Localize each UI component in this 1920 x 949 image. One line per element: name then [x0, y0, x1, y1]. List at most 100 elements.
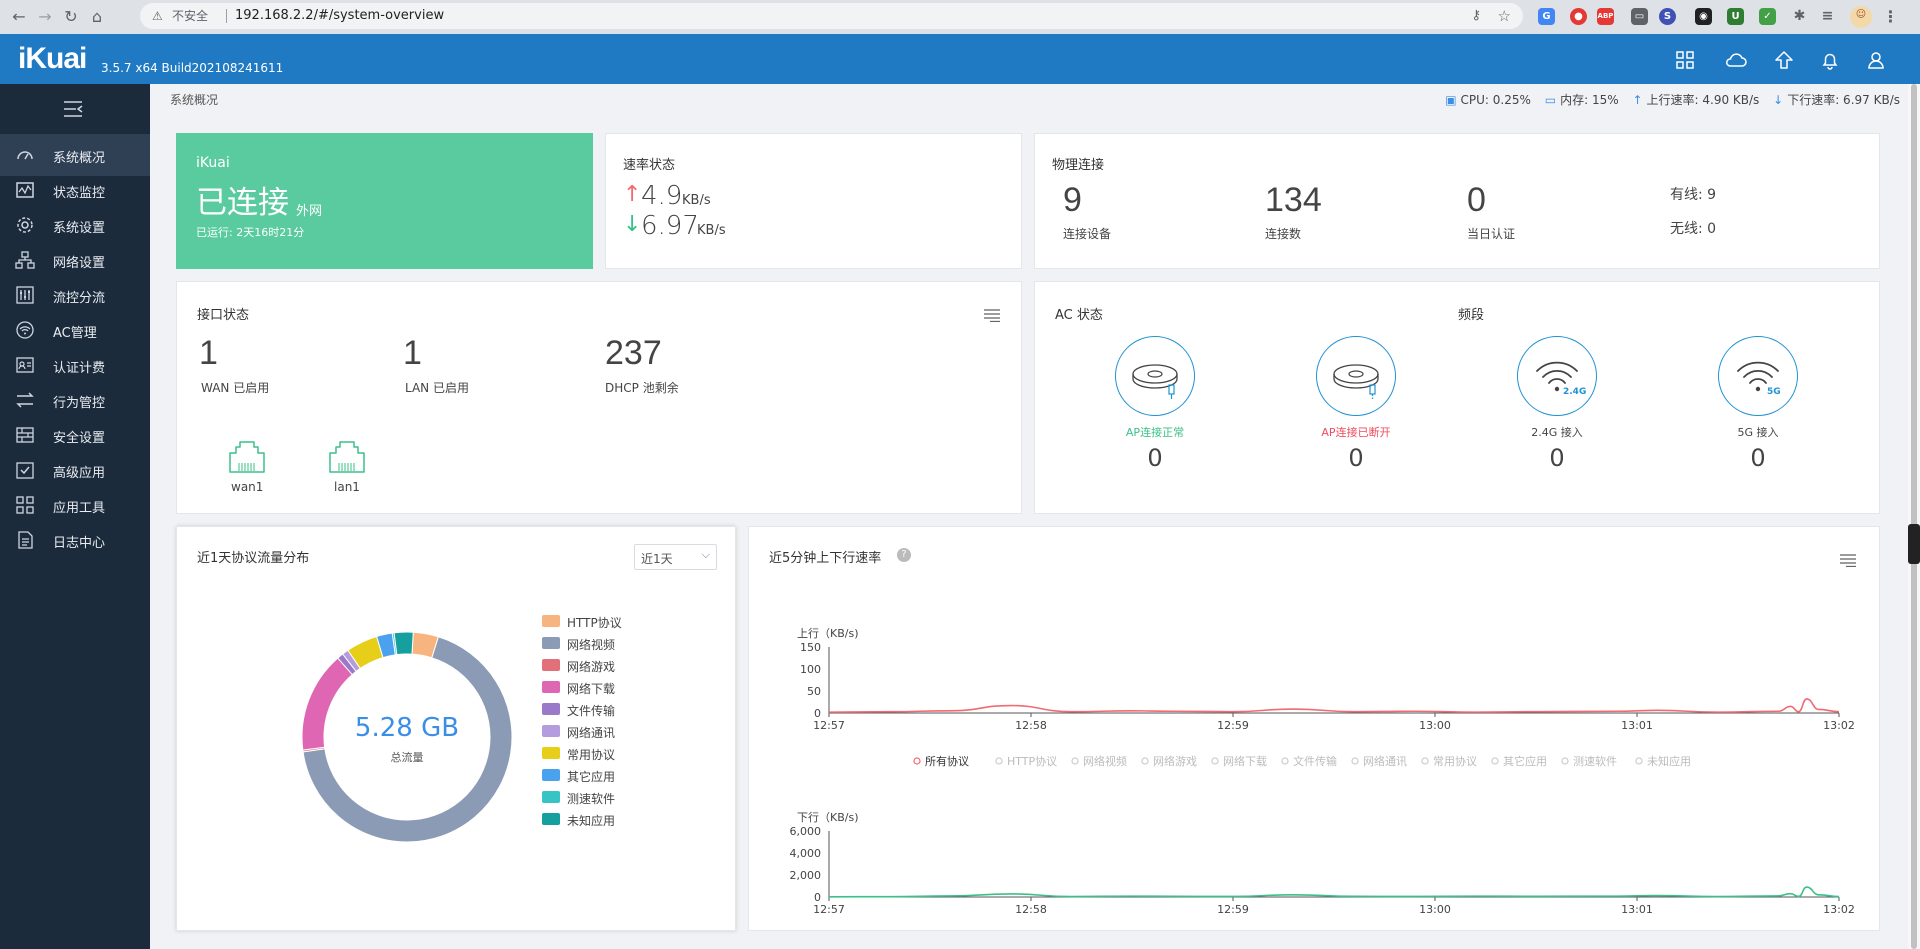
connection-card: iKuai 已连接 外网 已运行: 2天16时21分 [176, 133, 593, 269]
sidebar-item-label: 安全设置 [53, 431, 106, 446]
abp-extension-icon[interactable]: ABP [1597, 8, 1614, 25]
puzzle-icon[interactable]: ✱ [1793, 8, 1806, 24]
legend-label[interactable]: 网络游戏 [1153, 754, 1197, 768]
help-icon[interactable]: ? [897, 548, 911, 562]
cloud-icon[interactable] [1724, 50, 1748, 70]
home-icon[interactable]: ⌂ [91, 7, 103, 26]
checkbox-icon [16, 462, 34, 479]
key-icon[interactable]: ⚷ [1471, 8, 1481, 23]
menu-collapse-icon[interactable] [62, 100, 84, 118]
legend-label[interactable]: 所有协议 [925, 754, 969, 768]
ap-disconnected-count: 0 [1348, 444, 1364, 472]
sidebar-item-9[interactable]: 高级应用 [0, 449, 150, 491]
forward-icon[interactable]: → [38, 7, 52, 26]
legend-swatch [542, 703, 560, 715]
upload-icon[interactable] [1774, 50, 1794, 70]
back-icon[interactable]: ← [12, 7, 26, 26]
y-tick-label: 0 [814, 707, 821, 720]
sidebar-item-2[interactable]: 系统设置 [0, 204, 150, 246]
s-extension-icon[interactable]: S [1659, 8, 1676, 25]
legend-marker[interactable] [1211, 757, 1219, 765]
sidebar-item-8[interactable]: 安全设置 [0, 414, 150, 456]
sidebar-item-1[interactable]: 状态监控 [0, 169, 150, 211]
sidebar-item-10[interactable]: 应用工具 [0, 484, 150, 526]
sidebar-item-6[interactable]: 认证计费 [0, 344, 150, 386]
list-menu-icon[interactable] [1839, 553, 1857, 567]
legend-label: 常用协议 [567, 748, 616, 762]
sidebar-item-7[interactable]: 行为管控 [0, 379, 150, 421]
dashboard-icon [17, 151, 33, 160]
x-tick-label: 12:57 [813, 719, 845, 732]
protocol-distribution-card: 近1天协议流量分布 近1天 ⌵ 5.28 GB 总流量 HTTP协议 网络视频 网络… [176, 526, 736, 931]
wifi-5g-icon: 5G [1718, 336, 1798, 416]
sidebar-item-11[interactable]: 日志中心 [0, 519, 150, 561]
sidebar-item-3[interactable]: 网络设置 [0, 239, 150, 281]
x-tick-label: 12:57 [813, 903, 845, 916]
download-arrow-icon: ↓ [1773, 93, 1784, 107]
grid-apps-icon[interactable] [1675, 50, 1695, 70]
legend-label[interactable]: 测速软件 [1573, 754, 1617, 768]
reload-icon[interactable]: ↻ [64, 7, 78, 26]
wired-count: 有线: 9 [1670, 187, 1717, 203]
uptime: 已运行: 2天16时21分 [196, 226, 305, 239]
scrollbar[interactable] [1908, 84, 1920, 949]
translate-extension-icon[interactable]: G [1538, 8, 1555, 25]
browser-menu-icon[interactable]: ⋮ [1882, 7, 1899, 26]
wan-count: 1 [199, 334, 218, 372]
dhcp-remaining: 237 [605, 334, 662, 372]
legend-marker[interactable] [1491, 757, 1499, 765]
legend-swatch [542, 681, 560, 693]
range-select[interactable]: 近1天 ⌵ [634, 544, 717, 570]
bookmark-star-icon[interactable]: ☆ [1497, 7, 1511, 25]
legend-label[interactable]: 网络下载 [1223, 754, 1267, 768]
reading-list-icon[interactable]: ≡ [1821, 8, 1834, 24]
sidebar-item-5[interactable]: AC管理 [0, 309, 150, 351]
legend-label[interactable]: 其它应用 [1503, 754, 1547, 768]
physical-connection-card: 物理连接 9 连接设备 134 连接数 0 当日认证 有线: 9 无线: 0 [1034, 133, 1880, 269]
legend-marker[interactable] [1421, 757, 1429, 765]
apps-icon [16, 496, 34, 514]
bell-icon[interactable] [1820, 50, 1840, 70]
legend-marker[interactable] [1635, 757, 1643, 765]
ublock-extension-icon[interactable]: ● [1570, 8, 1587, 25]
devices-label: 连接设备 [1063, 227, 1112, 241]
address-bar[interactable]: ⚠ 不安全 192.168.2.2/#/system-overview ⚷ ☆ [140, 3, 1523, 29]
list-menu-icon[interactable] [983, 308, 1001, 322]
band-5g-label: 5G 接入 [1737, 426, 1779, 439]
sidebar-item-label: 系统概况 [53, 151, 106, 166]
legend-marker[interactable] [995, 757, 1003, 765]
donut-slice[interactable] [393, 631, 414, 656]
avatar[interactable]: ☺ [1850, 6, 1872, 28]
side-panel-handle[interactable] [1908, 524, 1920, 564]
chat-extension-icon[interactable]: ▭ [1631, 8, 1648, 25]
card-title: 物理连接 [1052, 158, 1105, 173]
sidebar-item-4[interactable]: 流控分流 [0, 274, 150, 316]
legend-marker[interactable] [1141, 757, 1149, 765]
ap-disconnected-icon [1316, 336, 1396, 416]
legend-marker[interactable] [1561, 757, 1569, 765]
legend-label[interactable]: HTTP协议 [1007, 754, 1057, 768]
legend-label[interactable]: 文件传输 [1293, 754, 1337, 768]
url-text[interactable]: 192.168.2.2/#/system-overview [235, 8, 445, 23]
y-tick-label: 50 [807, 685, 821, 698]
legend-marker[interactable] [1071, 757, 1079, 765]
sidebar-item-label: 系统设置 [53, 221, 106, 236]
check-shield-extension-icon[interactable]: ✓ [1759, 8, 1776, 25]
donut-slice[interactable] [302, 636, 513, 843]
legend-marker[interactable] [913, 757, 921, 765]
legend-label[interactable]: 网络通讯 [1363, 754, 1407, 768]
legend-label[interactable]: 常用协议 [1433, 754, 1477, 768]
legend-marker[interactable] [1351, 757, 1359, 765]
shield-extension-icon[interactable]: U [1727, 8, 1744, 25]
legend-label[interactable]: 网络视频 [1083, 754, 1127, 768]
x-tick-label: 13:01 [1621, 719, 1653, 732]
sidebar-item-0[interactable]: 系统概况 [0, 134, 150, 176]
mask-extension-icon[interactable]: ◉ [1695, 8, 1712, 25]
legend-marker[interactable] [1281, 757, 1289, 765]
ethernet-port-icon [329, 441, 365, 473]
scrollbar-thumb[interactable] [1911, 84, 1917, 949]
legend-label: 网络通讯 [567, 726, 616, 740]
user-icon[interactable] [1866, 50, 1886, 70]
legend-label[interactable]: 未知应用 [1647, 754, 1691, 768]
band-5g-count: 0 [1750, 444, 1766, 472]
